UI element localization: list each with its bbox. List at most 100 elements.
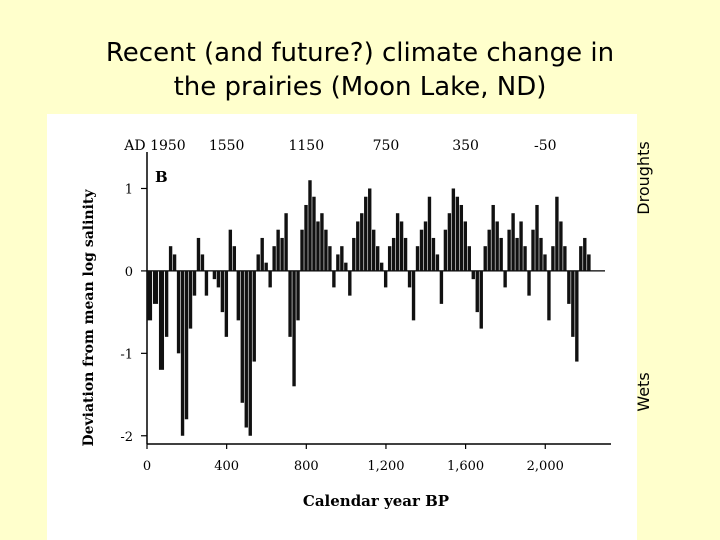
y-tick-label: 0 bbox=[125, 265, 133, 280]
figure-panel: 1 0 -1 -2 0 400 800 1,200 1,600 2,000 AD 1950 1550 1… bbox=[47, 114, 637, 540]
data-bar bbox=[515, 237, 519, 271]
data-bar bbox=[547, 270, 551, 321]
data-bar bbox=[288, 270, 292, 337]
data-bar bbox=[158, 270, 165, 370]
y-tick-label: 1 bbox=[125, 182, 133, 197]
slide-title: Recent (and future?) climate change in t… bbox=[0, 36, 720, 104]
data-bar bbox=[296, 270, 300, 321]
data-bar bbox=[483, 246, 487, 271]
data-bar bbox=[372, 229, 376, 271]
data-bar bbox=[192, 270, 197, 296]
data-bar bbox=[312, 196, 316, 271]
data-bar bbox=[475, 270, 479, 313]
x-tick-label-bottom: 2,000 bbox=[527, 459, 564, 474]
data-bar bbox=[260, 237, 264, 271]
data-bar bbox=[451, 188, 456, 271]
data-bar bbox=[228, 229, 233, 271]
data-bar bbox=[164, 270, 169, 337]
data-bar bbox=[364, 196, 368, 271]
x-tick-label-top: 1550 bbox=[209, 138, 245, 154]
data-bar bbox=[579, 246, 583, 271]
x-tick-label-bottom: 0 bbox=[143, 459, 151, 474]
data-bar bbox=[344, 262, 348, 271]
data-bar bbox=[284, 213, 288, 271]
data-bar bbox=[523, 246, 527, 271]
data-bar bbox=[467, 246, 471, 271]
data-bar bbox=[268, 270, 272, 288]
data-bar bbox=[575, 270, 579, 362]
data-bar bbox=[264, 262, 268, 271]
data-bar bbox=[252, 270, 256, 362]
data-bar bbox=[439, 270, 444, 304]
data-bar bbox=[336, 254, 340, 271]
data-bar bbox=[399, 221, 404, 271]
data-bar bbox=[196, 237, 201, 271]
data-bar bbox=[471, 270, 475, 280]
data-bar bbox=[427, 196, 432, 271]
data-bar bbox=[519, 221, 523, 271]
data-bar bbox=[188, 270, 193, 329]
data-bar bbox=[316, 221, 320, 271]
droughts-label: Droughts bbox=[634, 141, 653, 215]
data-bar bbox=[292, 270, 296, 387]
data-bar bbox=[216, 270, 221, 288]
data-bar bbox=[244, 270, 248, 428]
data-bar bbox=[152, 270, 159, 304]
data-bar bbox=[168, 246, 173, 271]
data-bar bbox=[356, 221, 360, 271]
data-bar bbox=[527, 270, 531, 296]
data-bar bbox=[172, 254, 177, 271]
data-bar bbox=[300, 229, 304, 271]
data-bar bbox=[395, 213, 400, 271]
data-bar bbox=[511, 213, 515, 271]
data-bar bbox=[411, 270, 416, 321]
data-bar bbox=[559, 221, 563, 271]
data-bar bbox=[447, 213, 452, 271]
data-bar bbox=[280, 237, 284, 271]
data-bar bbox=[551, 246, 555, 271]
data-bar bbox=[328, 246, 332, 271]
data-bar bbox=[232, 246, 237, 271]
data-bar bbox=[360, 213, 364, 271]
slide-title-line1: Recent (and future?) climate change in bbox=[105, 38, 615, 68]
data-bar bbox=[587, 254, 591, 271]
data-bar bbox=[407, 270, 412, 288]
data-bar bbox=[423, 221, 428, 271]
data-bar bbox=[220, 270, 225, 313]
salinity-chart: 1 0 -1 -2 0 400 800 1,200 1,600 2,000 AD 1950 1550 1… bbox=[81, 138, 611, 510]
data-bar bbox=[379, 262, 384, 271]
data-bar bbox=[308, 180, 312, 271]
data-bar bbox=[376, 246, 380, 271]
x-tick-label-bottom: 800 bbox=[294, 459, 319, 474]
data-bar bbox=[403, 237, 408, 271]
x-tick-label-top: -50 bbox=[534, 138, 557, 154]
data-bar bbox=[443, 229, 448, 271]
data-bar bbox=[248, 270, 252, 436]
x-tick-label-top: 750 bbox=[373, 138, 400, 154]
data-bar bbox=[455, 196, 460, 271]
data-bar bbox=[387, 246, 392, 271]
x-axis-label: Calendar year BP bbox=[303, 492, 449, 510]
data-bar bbox=[176, 270, 181, 354]
data-bar bbox=[256, 254, 260, 271]
y-tick-label: -1 bbox=[120, 347, 133, 362]
y-axis-label: Deviation from mean log salinity bbox=[81, 189, 97, 447]
data-bar bbox=[272, 246, 276, 271]
x-tick-label-bottom: 1,200 bbox=[367, 459, 404, 474]
data-bar bbox=[276, 229, 280, 271]
x-tick-label-bottom: 1,600 bbox=[447, 459, 484, 474]
data-bar bbox=[415, 246, 420, 271]
data-bar bbox=[463, 221, 468, 271]
panel-letter: B bbox=[155, 168, 168, 186]
data-bar bbox=[507, 229, 511, 271]
slide-title-line2: the prairies (Moon Lake, ND) bbox=[173, 72, 547, 102]
data-bar bbox=[184, 270, 189, 420]
data-bar bbox=[368, 188, 372, 271]
x-tick-label-bottom: 400 bbox=[214, 459, 239, 474]
x-tick-label-top: AD 1950 bbox=[123, 138, 185, 154]
data-bar bbox=[479, 270, 483, 329]
data-bar bbox=[340, 246, 344, 271]
data-bar bbox=[535, 204, 539, 271]
data-bar bbox=[212, 270, 217, 280]
data-bar bbox=[499, 237, 503, 271]
